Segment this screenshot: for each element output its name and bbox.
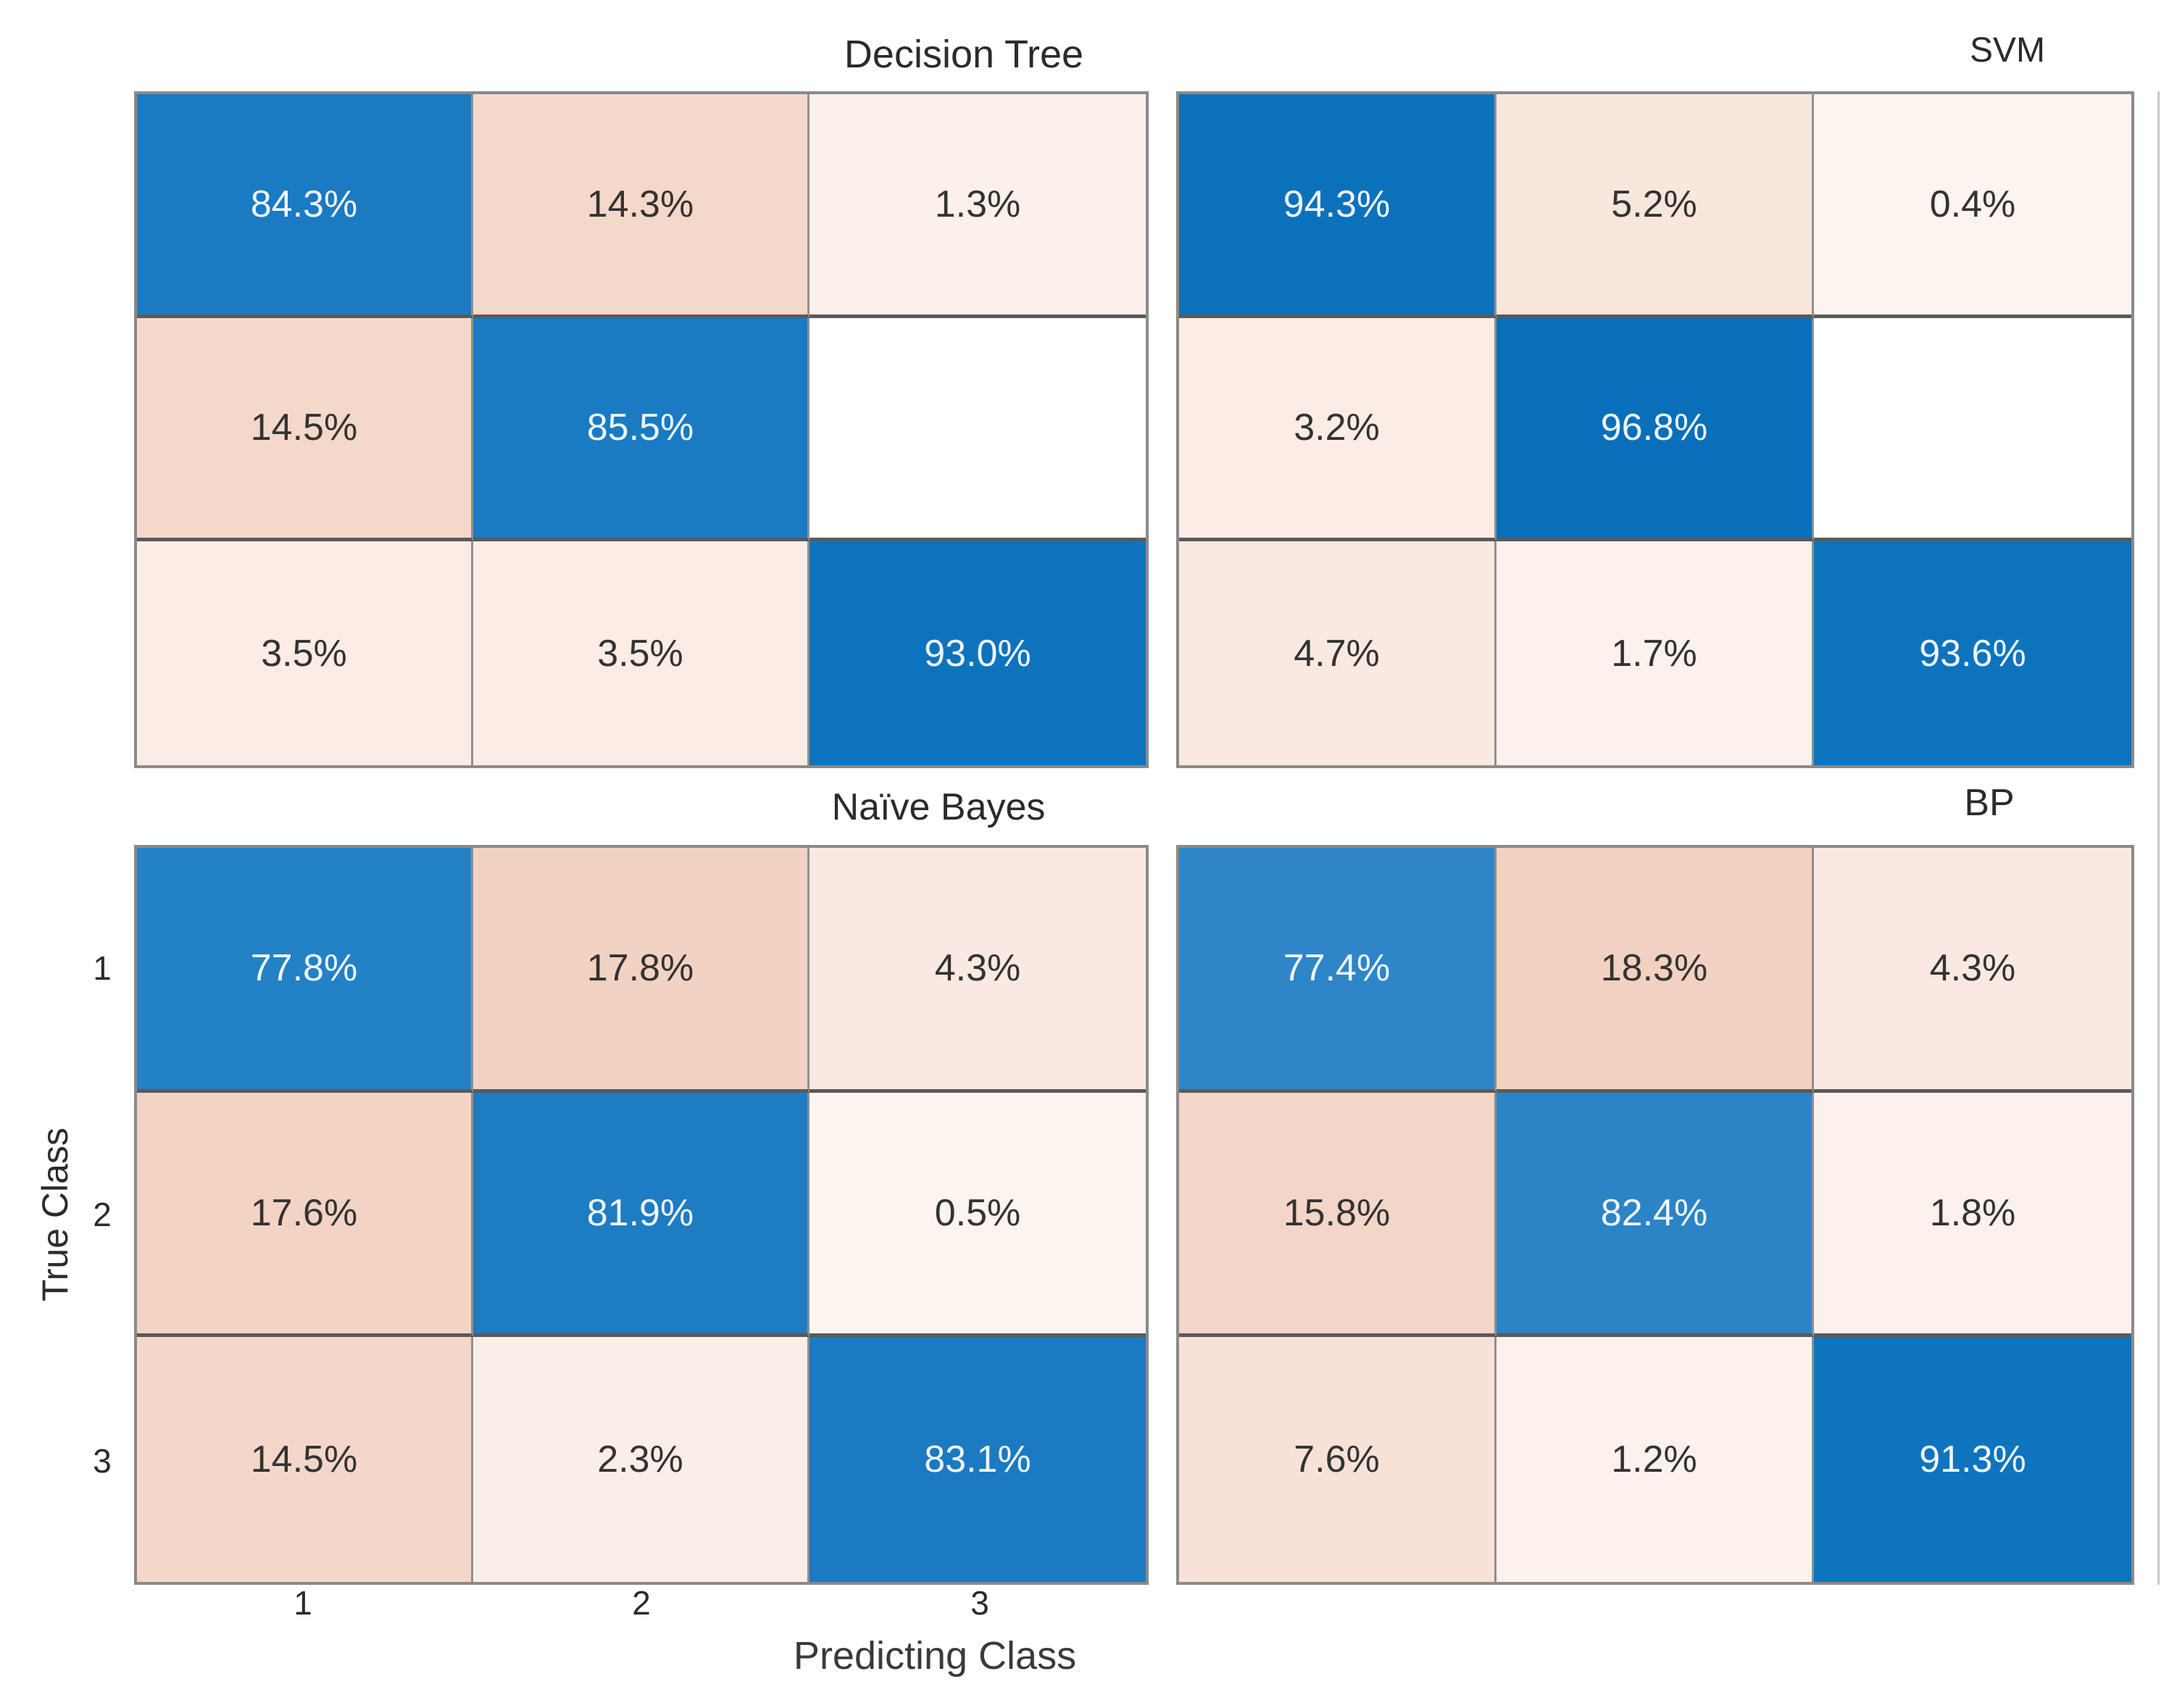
cell-na-ve-bayes-r2c1: 17.6% <box>137 1092 473 1338</box>
panel-title-bp: BP <box>1964 782 2015 824</box>
cell-svm-r3c1: 4.7% <box>1179 541 1497 765</box>
cell-na-ve-bayes-r3c2: 2.3% <box>473 1337 809 1582</box>
y-tick-3: 3 <box>93 1442 112 1480</box>
x-tick-3: 3 <box>970 1584 989 1622</box>
cell-decision-tree-r3c3: 93.0% <box>809 541 1146 765</box>
cell-svm-r3c3: 93.6% <box>1814 541 2131 765</box>
cell-bp-r2c2: 82.4% <box>1497 1092 1814 1338</box>
cell-bp-r3c3: 91.3% <box>1814 1337 2131 1582</box>
cell-decision-tree-r3c2: 3.5% <box>473 541 809 765</box>
cell-decision-tree-r1c1: 84.3% <box>137 94 473 318</box>
y-axis-label: True Class <box>35 1128 75 1301</box>
cell-na-ve-bayes-r1c1: 77.8% <box>137 848 473 1093</box>
panel-title-svm: SVM <box>1969 31 2046 70</box>
cell-decision-tree-r1c2: 14.3% <box>473 94 809 318</box>
y-tick-2: 2 <box>93 1196 112 1233</box>
cell-bp-r3c2: 1.2% <box>1497 1337 1814 1582</box>
x-tick-1: 1 <box>294 1584 312 1622</box>
cell-na-ve-bayes-r3c3: 83.1% <box>809 1337 1146 1582</box>
cell-bp-r1c2: 18.3% <box>1497 848 1814 1093</box>
y-tick-1: 1 <box>93 949 112 987</box>
cell-bp-r1c1: 77.4% <box>1179 848 1497 1093</box>
axes-right-edge-line <box>2157 91 2160 1585</box>
cell-svm-r1c2: 5.2% <box>1497 94 1814 318</box>
cell-na-ve-bayes-r1c2: 17.8% <box>473 848 809 1093</box>
cell-na-ve-bayes-r3c1: 14.5% <box>137 1337 473 1582</box>
cell-svm-r2c1: 3.2% <box>1179 317 1497 542</box>
cell-decision-tree-r3c1: 3.5% <box>137 541 473 765</box>
cell-bp-r2c1: 15.8% <box>1179 1092 1497 1338</box>
cell-na-ve-bayes-r2c2: 81.9% <box>473 1092 809 1338</box>
cell-decision-tree-r2c1: 14.5% <box>137 317 473 542</box>
cell-decision-tree-r1c3: 1.3% <box>809 94 1146 318</box>
x-tick-2: 2 <box>632 1584 651 1622</box>
confusion-matrix-bp: 77.4% 18.3% 4.3% 15.8% 82.4% 1.8% 7.6% 1.2% 91.3… <box>1176 845 2134 1585</box>
confusion-matrix-decision-tree: 84.3% 14.3% 1.3% 14.5% 85.5% 3.5% 3.5% 93.0% <box>134 91 1149 768</box>
cell-bp-r1c3: 4.3% <box>1814 848 2131 1093</box>
cell-decision-tree-r2c2: 85.5% <box>473 317 809 542</box>
panel-title-decision-tree: Decision Tree <box>844 33 1084 76</box>
cell-svm-r1c3: 0.4% <box>1814 94 2131 318</box>
cell-bp-r2c3: 1.8% <box>1814 1092 2131 1338</box>
cell-svm-r1c1: 94.3% <box>1179 94 1497 318</box>
cell-decision-tree-r2c3 <box>809 317 1146 542</box>
x-axis-label: Predicting Class <box>793 1634 1077 1678</box>
confusion-matrix-svm: 94.3% 5.2% 0.4% 3.2% 96.8% 4.7% 1.7% 93.6% <box>1176 91 2134 768</box>
cell-svm-r2c2: 96.8% <box>1497 317 1814 542</box>
confusion-matrix-naive-bayes: 77.8% 17.8% 4.3% 17.6% 81.9% 0.5% 14.5% 2.3% 83.… <box>134 845 1149 1585</box>
cell-na-ve-bayes-r2c3: 0.5% <box>809 1092 1146 1338</box>
panel-title-naive-bayes: Naïve Bayes <box>831 786 1046 828</box>
cell-na-ve-bayes-r1c3: 4.3% <box>809 848 1146 1093</box>
cell-svm-r3c2: 1.7% <box>1497 541 1814 765</box>
cell-svm-r2c3 <box>1814 317 2131 542</box>
cell-bp-r3c1: 7.6% <box>1179 1337 1497 1582</box>
